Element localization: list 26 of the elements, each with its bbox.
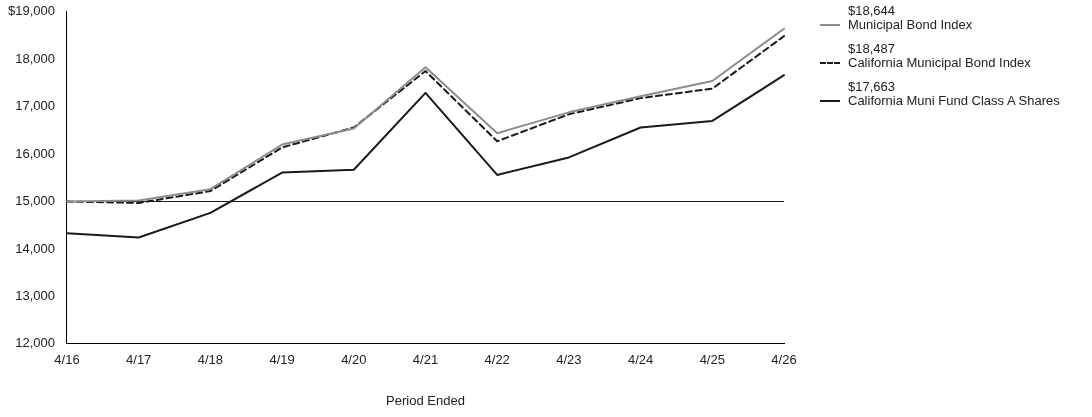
y-tick-label: 18,000 — [15, 50, 55, 66]
y-tick-label: 15,000 — [15, 193, 55, 209]
text: $18,644 — [848, 3, 896, 18]
x-tick-label: 4/25 — [699, 352, 725, 368]
x-tick-label: 4/19 — [269, 352, 295, 368]
x-tick-label: 4/16 — [54, 352, 80, 368]
y-tick-label: $19,000 — [7, 3, 55, 19]
legend-label: Municipal Bond Index — [848, 17, 973, 32]
text: $18,487 — [848, 41, 896, 56]
x-tick-label: 4/22 — [484, 352, 510, 368]
y-tick-label: 16,000 — [15, 145, 55, 161]
x-tick-label: 4/18 — [197, 352, 224, 368]
legend-label: California Muni Fund Class A Shares — [848, 93, 1060, 108]
x-axis-title: Period Ended — [386, 392, 465, 408]
y-tick-label: 12,000 — [15, 335, 55, 351]
y-tick-label: 17,000 — [15, 98, 55, 114]
legend-label: California Municipal Bond Index — [848, 55, 1031, 70]
x-tick-label: 4/23 — [556, 352, 582, 368]
y-tick-label: 14,000 — [15, 240, 55, 256]
y-tick-label: 13,000 — [15, 287, 55, 303]
x-tick-label: 4/21 — [412, 352, 439, 368]
x-tick-label: 4/20 — [341, 352, 367, 368]
x-tick-label: 4/26 — [771, 352, 797, 368]
x-tick-label: 4/24 — [627, 352, 654, 368]
text: $17,663 — [848, 79, 896, 94]
x-tick-label: 4/17 — [126, 352, 152, 368]
